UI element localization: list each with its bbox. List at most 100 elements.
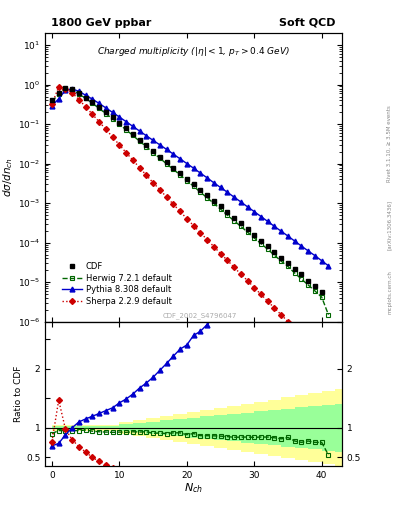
Herwig 7.2.1 default <box>63 86 68 92</box>
Herwig 7.2.1 default <box>117 121 122 127</box>
CDF <box>312 283 317 289</box>
Herwig 7.2.1 default <box>286 263 290 269</box>
Text: 1800 GeV ppbar: 1800 GeV ppbar <box>51 17 152 28</box>
Pythia 8.308 default <box>292 238 297 244</box>
Pythia 8.308 default <box>191 165 196 171</box>
Pythia 8.308 default <box>306 248 310 254</box>
CDF <box>137 137 142 143</box>
Sherpa 2.2.9 default <box>259 291 263 297</box>
Pythia 8.308 default <box>218 184 223 190</box>
Sherpa 2.2.9 default <box>292 325 297 331</box>
Pythia 8.308 default <box>272 223 277 229</box>
Sherpa 2.2.9 default <box>279 312 284 318</box>
Sherpa 2.2.9 default <box>299 332 304 338</box>
CDF <box>306 278 310 284</box>
Pythia 8.308 default <box>178 156 182 162</box>
Herwig 7.2.1 default <box>56 91 61 97</box>
Herwig 7.2.1 default <box>292 270 297 276</box>
CDF <box>90 99 95 105</box>
Herwig 7.2.1 default <box>130 132 135 138</box>
Herwig 7.2.1 default <box>110 116 115 122</box>
Pythia 8.308 default <box>50 103 54 109</box>
CDF <box>231 215 236 221</box>
Herwig 7.2.1 default <box>158 155 162 161</box>
Text: [arXiv:1306.3436]: [arXiv:1306.3436] <box>387 200 392 250</box>
Legend: CDF, Herwig 7.2.1 default, Pythia 8.308 default, Sherpa 2.2.9 default: CDF, Herwig 7.2.1 default, Pythia 8.308 … <box>58 259 175 309</box>
CDF <box>198 186 203 193</box>
Sherpa 2.2.9 default <box>97 119 101 125</box>
Herwig 7.2.1 default <box>151 150 156 156</box>
Pythia 8.308 default <box>198 170 203 176</box>
Sherpa 2.2.9 default <box>137 165 142 171</box>
Sherpa 2.2.9 default <box>239 271 243 277</box>
Pythia 8.308 default <box>299 243 304 249</box>
CDF <box>56 91 61 97</box>
Sherpa 2.2.9 default <box>158 186 162 193</box>
Herwig 7.2.1 default <box>279 258 284 264</box>
CDF <box>211 198 216 204</box>
CDF <box>259 238 263 244</box>
Pythia 8.308 default <box>312 252 317 259</box>
Sherpa 2.2.9 default <box>164 194 169 200</box>
Sherpa 2.2.9 default <box>178 208 182 215</box>
Pythia 8.308 default <box>184 160 189 166</box>
Pythia 8.308 default <box>265 219 270 225</box>
CDF <box>245 226 250 232</box>
Text: Soft QCD: Soft QCD <box>279 17 336 28</box>
Text: Rivet 3.1.10, ≥ 3.5M events: Rivet 3.1.10, ≥ 3.5M events <box>387 105 392 182</box>
Herwig 7.2.1 default <box>211 200 216 206</box>
CDF <box>225 209 230 216</box>
Herwig 7.2.1 default <box>144 143 149 150</box>
Sherpa 2.2.9 default <box>286 318 290 325</box>
Pythia 8.308 default <box>239 199 243 205</box>
Herwig 7.2.1 default <box>171 166 176 173</box>
Pythia 8.308 default <box>164 146 169 153</box>
Sherpa 2.2.9 default <box>171 201 176 207</box>
Pythia 8.308 default <box>63 87 68 93</box>
Herwig 7.2.1 default <box>272 252 277 259</box>
CDF <box>164 159 169 165</box>
CDF <box>178 170 182 177</box>
Pythia 8.308 default <box>77 88 81 94</box>
Pythia 8.308 default <box>103 105 108 111</box>
CDF <box>117 120 122 126</box>
Pythia 8.308 default <box>110 110 115 116</box>
CDF <box>218 203 223 209</box>
Herwig 7.2.1 default <box>184 178 189 184</box>
Sherpa 2.2.9 default <box>90 111 95 117</box>
Pythia 8.308 default <box>70 86 75 92</box>
Line: Pythia 8.308 default: Pythia 8.308 default <box>50 87 331 268</box>
Sherpa 2.2.9 default <box>211 243 216 249</box>
Sherpa 2.2.9 default <box>218 250 223 257</box>
CDF <box>272 249 277 255</box>
Sherpa 2.2.9 default <box>184 216 189 222</box>
Sherpa 2.2.9 default <box>252 285 257 291</box>
Sherpa 2.2.9 default <box>130 157 135 163</box>
Sherpa 2.2.9 default <box>231 264 236 270</box>
Line: Herwig 7.2.1 default: Herwig 7.2.1 default <box>50 87 331 317</box>
Sherpa 2.2.9 default <box>124 150 129 156</box>
Sherpa 2.2.9 default <box>191 223 196 229</box>
CDF <box>63 85 68 91</box>
Pythia 8.308 default <box>56 96 61 102</box>
Sherpa 2.2.9 default <box>272 305 277 311</box>
CDF <box>279 254 284 261</box>
Herwig 7.2.1 default <box>77 91 81 97</box>
Pythia 8.308 default <box>151 137 156 143</box>
Herwig 7.2.1 default <box>50 98 54 104</box>
Herwig 7.2.1 default <box>137 138 142 144</box>
Pythia 8.308 default <box>259 214 263 220</box>
Pythia 8.308 default <box>245 204 250 210</box>
CDF <box>265 243 270 249</box>
Pythia 8.308 default <box>320 258 324 264</box>
Pythia 8.308 default <box>137 128 142 134</box>
Sherpa 2.2.9 default <box>63 86 68 92</box>
Herwig 7.2.1 default <box>265 246 270 252</box>
CDF <box>171 165 176 171</box>
Line: CDF: CDF <box>50 86 324 294</box>
Herwig 7.2.1 default <box>218 206 223 212</box>
Herwig 7.2.1 default <box>245 229 250 235</box>
Herwig 7.2.1 default <box>90 100 95 106</box>
Sherpa 2.2.9 default <box>326 359 331 365</box>
CDF <box>184 176 189 182</box>
